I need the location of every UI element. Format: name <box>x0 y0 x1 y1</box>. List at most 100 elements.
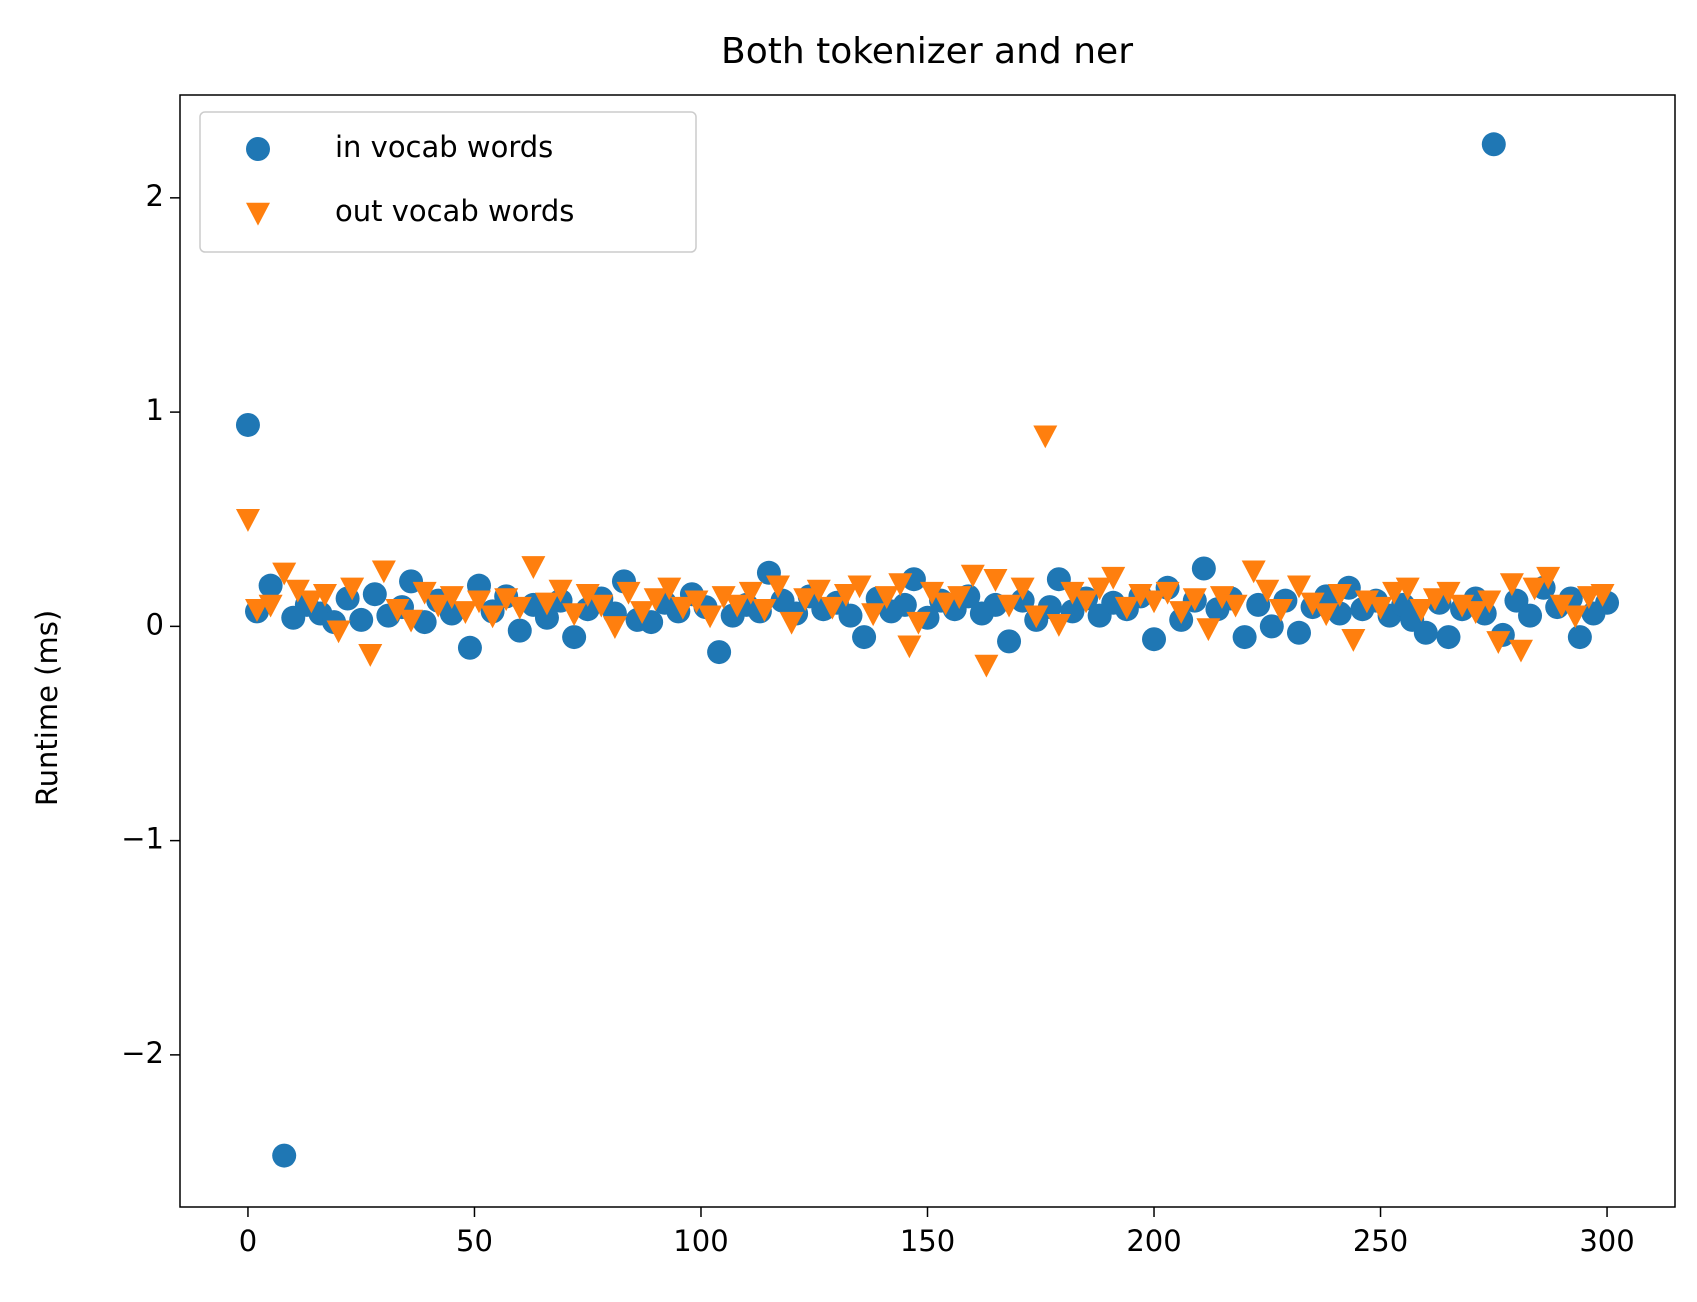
point <box>272 562 297 586</box>
point <box>548 579 573 603</box>
x-tick-label: 150 <box>900 1224 955 1258</box>
point <box>494 588 519 612</box>
point <box>507 618 532 643</box>
x-tick-label: 250 <box>1353 1224 1408 1258</box>
point <box>1499 573 1524 597</box>
point <box>1142 627 1167 652</box>
point <box>1010 577 1035 601</box>
point <box>738 581 763 605</box>
point <box>643 588 668 612</box>
point <box>974 654 999 678</box>
point <box>1286 620 1311 645</box>
plot-frame <box>179 94 1676 1208</box>
point <box>725 594 750 618</box>
point <box>1060 581 1085 605</box>
point <box>272 1143 297 1168</box>
point <box>467 590 491 614</box>
x-tick-label: 50 <box>456 1224 493 1258</box>
point <box>1314 603 1339 627</box>
point <box>1486 631 1511 654</box>
point <box>349 607 374 632</box>
legend-box <box>199 111 697 253</box>
y-tick-label: 0 <box>146 607 164 641</box>
point <box>670 596 695 620</box>
y-axis-label: Runtime (ms) <box>30 610 64 806</box>
point <box>1046 614 1071 637</box>
point <box>1191 556 1216 581</box>
point <box>562 625 587 650</box>
point <box>1300 592 1325 616</box>
point <box>534 592 559 616</box>
point <box>371 560 396 584</box>
point <box>833 584 858 607</box>
point <box>1481 132 1506 157</box>
point <box>997 594 1022 618</box>
point <box>1232 625 1257 650</box>
point <box>684 590 709 614</box>
point <box>892 592 917 617</box>
point <box>1246 592 1271 617</box>
point <box>960 564 985 588</box>
point <box>589 594 614 618</box>
point <box>521 556 546 579</box>
point <box>362 582 387 607</box>
point <box>1463 601 1488 624</box>
point <box>1142 590 1167 614</box>
point <box>426 594 451 618</box>
x-tick-label: 100 <box>673 1224 728 1258</box>
point <box>820 596 845 620</box>
point <box>1074 590 1099 614</box>
legend-marker <box>246 137 270 161</box>
point <box>575 584 600 607</box>
point <box>1255 579 1280 603</box>
point <box>897 635 922 659</box>
point <box>340 577 365 601</box>
y-tick-label: −2 <box>121 1036 164 1070</box>
x-tick-label: 300 <box>1579 1224 1634 1258</box>
point <box>1241 560 1266 584</box>
point <box>457 635 482 660</box>
point <box>1259 614 1284 639</box>
point <box>1209 586 1234 609</box>
point <box>861 603 886 627</box>
point <box>630 601 655 624</box>
point <box>997 629 1022 654</box>
point <box>1567 625 1592 650</box>
point <box>838 603 863 628</box>
point <box>901 567 926 592</box>
point <box>806 579 831 603</box>
point <box>235 509 260 532</box>
point <box>1563 605 1588 629</box>
point <box>779 611 804 635</box>
x-tick-label: 0 <box>239 1224 257 1258</box>
point <box>1196 618 1221 642</box>
y-tick-label: 1 <box>146 393 164 427</box>
point <box>1518 603 1543 628</box>
point <box>1155 581 1180 605</box>
point <box>1341 629 1366 652</box>
point <box>852 625 877 650</box>
point <box>258 573 283 598</box>
point <box>1508 639 1533 663</box>
point <box>385 599 410 622</box>
point <box>1268 599 1293 622</box>
point <box>847 575 872 599</box>
legend-label: in vocab words <box>335 130 553 164</box>
point <box>1590 584 1615 607</box>
point <box>1450 594 1475 618</box>
point <box>258 594 283 618</box>
point <box>1354 590 1379 614</box>
point <box>439 586 464 609</box>
point <box>698 605 723 629</box>
point <box>920 581 945 605</box>
point <box>602 616 627 639</box>
plot-area: 0 50 100 150 200 250 300 −2 −1 0 1 2 <box>121 132 1635 1258</box>
point <box>1101 566 1126 590</box>
point <box>933 592 958 616</box>
point <box>1395 577 1420 601</box>
point <box>326 620 351 644</box>
point <box>752 599 777 622</box>
point <box>657 577 682 601</box>
point <box>1024 605 1049 629</box>
